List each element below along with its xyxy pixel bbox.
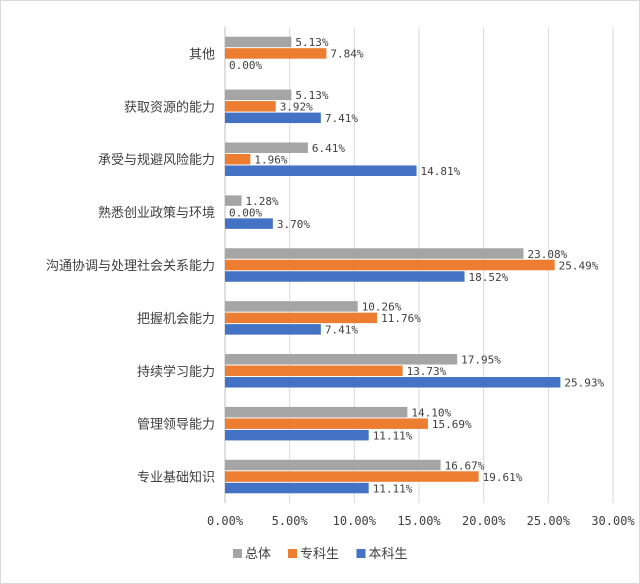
category-label: 其他 [189, 47, 215, 62]
data-label: 17.95% [461, 354, 501, 367]
bar-3 [225, 377, 561, 388]
data-label: 18.52% [469, 271, 509, 284]
bar-2 [225, 101, 276, 112]
data-label: 11.11% [373, 482, 413, 495]
legend-swatch [356, 549, 366, 558]
bar-3 [225, 112, 321, 124]
bar-2 [225, 418, 428, 429]
category-label: 沟通协调与处理社会关系能力 [46, 258, 215, 274]
x-tick-labels: 0.00% 5.00% 10.00% 15.00% 20.00% 25.00% 30.00% [207, 514, 636, 528]
bar-1 [225, 142, 308, 153]
data-labels: 5.13%7.84%0.00%5.13%3.92%7.41%6.41%1.96%… [229, 36, 604, 495]
x-tick-label: 20.00% [462, 514, 506, 528]
bar-3 [225, 165, 417, 176]
data-label: 7.41% [325, 324, 358, 337]
bar-1 [225, 301, 358, 312]
bar-2 [225, 48, 327, 59]
bar-2 [225, 471, 479, 482]
bar-1 [225, 248, 524, 259]
x-tick-label: 0.00% [207, 514, 244, 528]
bar-1 [225, 354, 458, 365]
data-label: 10.26% [362, 301, 402, 314]
data-label: 0.00% [229, 59, 262, 72]
category-label: 把握机会能力 [137, 312, 215, 327]
legend-label: 专科生 [300, 547, 339, 562]
data-label: 11.76% [381, 312, 421, 325]
data-label: 0.00% [229, 206, 262, 219]
data-label: 13.73% [407, 365, 447, 378]
category-label: 获取资源的能力 [124, 99, 215, 115]
x-tick-label: 15.00% [397, 514, 441, 528]
data-label: 15.69% [432, 418, 472, 431]
data-label: 25.93% [564, 377, 604, 390]
data-label: 14.10% [411, 406, 451, 419]
category-labels: 其他获取资源的能力承受与规避风险能力熟悉创业政策与环境沟通协调与处理社会关系能力… [46, 47, 215, 485]
data-label: 3.70% [277, 218, 310, 231]
bar-1 [225, 36, 292, 48]
x-tick-label: 10.00% [333, 514, 377, 528]
legend-swatch [288, 549, 297, 558]
data-label: 16.67% [445, 459, 485, 472]
bar-3 [225, 324, 321, 335]
data-label: 19.61% [483, 471, 523, 484]
data-label: 23.08% [528, 248, 568, 261]
data-label: 25.49% [559, 259, 599, 272]
data-label: 11.11% [373, 429, 413, 442]
data-label: 5.13% [295, 36, 328, 49]
bar-1 [225, 406, 408, 418]
legend-swatch [233, 549, 242, 558]
data-label: 7.84% [330, 48, 363, 61]
data-label: 7.41% [325, 112, 358, 125]
bar-1 [225, 89, 292, 101]
data-label: 1.28% [246, 195, 279, 208]
data-label: 14.81% [421, 165, 461, 178]
legend-label: 本科生 [369, 547, 408, 562]
legend: 总体 专科生 本科生 [233, 547, 408, 562]
legend-label: 总体 [245, 547, 271, 562]
bar-2 [225, 153, 251, 165]
x-tick-label: 30.00% [591, 514, 635, 528]
x-tick-label: 5.00% [272, 514, 309, 528]
data-label: 3.92% [280, 101, 313, 114]
x-tick-label: 25.00% [527, 514, 571, 528]
category-label: 熟悉创业政策与环境 [98, 205, 215, 221]
data-label: 6.41% [312, 142, 345, 155]
category-label: 承受与规避风险能力 [98, 153, 215, 168]
bar-3 [225, 482, 369, 494]
category-label: 持续学习能力 [137, 364, 215, 380]
data-label: 1.96% [254, 153, 287, 166]
bar-2 [225, 259, 555, 271]
data-label: 5.13% [295, 89, 328, 102]
bar-1 [225, 195, 242, 206]
category-label: 管理领导能力 [137, 418, 215, 433]
bar-3 [225, 271, 465, 282]
bar-1 [225, 459, 441, 471]
bar-3 [225, 429, 369, 441]
bar-2 [225, 312, 378, 324]
bar-3 [225, 218, 273, 229]
bar-2 [225, 365, 403, 377]
bars [225, 36, 561, 494]
category-label: 专业基础知识 [137, 470, 215, 486]
